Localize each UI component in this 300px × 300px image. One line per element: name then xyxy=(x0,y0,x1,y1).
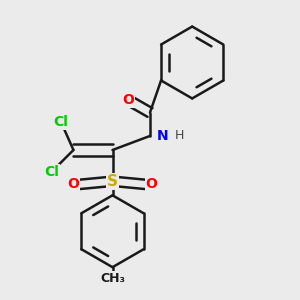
Text: O: O xyxy=(68,177,80,191)
Text: S: S xyxy=(107,174,118,189)
Text: H: H xyxy=(175,129,184,142)
Text: Cl: Cl xyxy=(53,115,68,129)
Text: CH₃: CH₃ xyxy=(100,272,125,285)
Text: N: N xyxy=(157,129,168,143)
Text: O: O xyxy=(122,93,134,107)
Text: O: O xyxy=(146,177,158,191)
Text: Cl: Cl xyxy=(44,165,59,179)
